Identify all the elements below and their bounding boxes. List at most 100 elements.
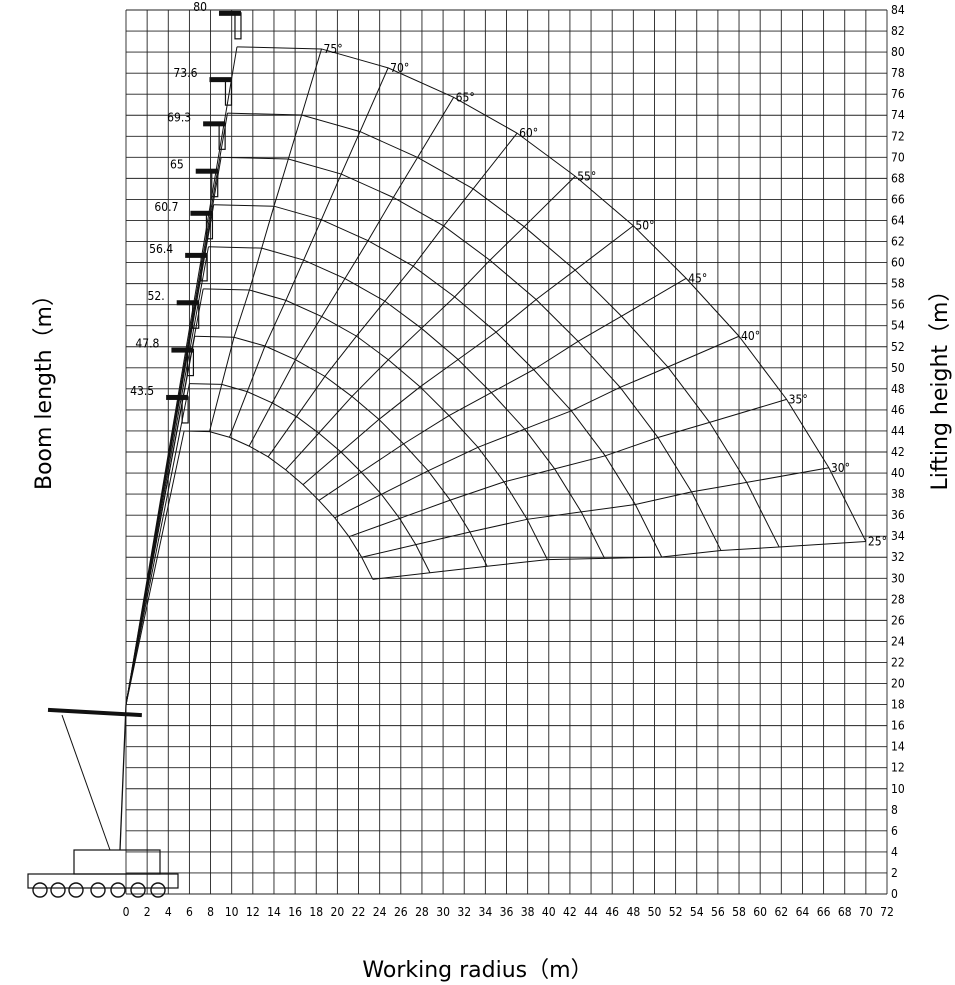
y-tick-label: 72	[891, 129, 905, 143]
boom-length-label: 56.4	[149, 242, 173, 256]
jib-radial-line	[209, 48, 323, 432]
jib-angle-label: 45°	[688, 271, 707, 285]
y-tick-label: 76	[891, 87, 905, 101]
y-tick-label: 12	[891, 761, 905, 775]
y-tick-label: 22	[891, 655, 905, 669]
x-tick-label: 6	[186, 905, 193, 919]
jib-radial-line	[372, 540, 866, 580]
jib-angle-label: 30°	[831, 461, 850, 475]
height-curve	[194, 335, 488, 567]
x-tick-label: 42	[563, 905, 577, 919]
boom-length-label: 65	[170, 158, 184, 172]
crane-superstructure	[73, 849, 161, 875]
crane-wheel-icon	[50, 882, 66, 898]
height-curve	[208, 246, 605, 559]
x-tick-label: 66	[817, 905, 831, 919]
x-tick-label: 52	[669, 905, 683, 919]
y-tick-label: 68	[891, 171, 905, 185]
boom-head-icon	[190, 210, 213, 216]
x-tick-label: 60	[753, 905, 767, 919]
x-tick-label: 12	[246, 905, 260, 919]
y-tick-label: 62	[891, 235, 905, 249]
x-tick-label: 58	[732, 905, 746, 919]
y-tick-label: 52	[891, 340, 905, 354]
boom-length-label: 60.7	[154, 200, 178, 214]
x-tick-label: 24	[373, 905, 387, 919]
x-tick-label: 64	[796, 905, 810, 919]
boom-line	[125, 46, 238, 705]
y-tick-label: 82	[891, 24, 905, 38]
y-tick-label: 20	[891, 677, 905, 691]
jib-angle-label: 70°	[390, 61, 409, 75]
boom-head-icon	[176, 300, 199, 306]
y-tick-label: 48	[891, 382, 905, 396]
boom-length-label: 47.8	[135, 337, 159, 351]
y-tick-label: 38	[891, 487, 905, 501]
boom-line	[125, 430, 185, 705]
height-curve	[236, 46, 867, 542]
jib-angle-label: 55°	[577, 169, 596, 183]
hook-block-icon	[181, 396, 189, 424]
height-curve	[184, 430, 374, 580]
crane-mast-line	[119, 704, 127, 851]
y-tick-label: 58	[891, 277, 905, 291]
x-tick-label: 72	[880, 905, 894, 919]
x-tick-label: 0	[123, 905, 130, 919]
x-tick-label: 32	[457, 905, 471, 919]
height-curve	[227, 112, 780, 548]
x-tick-label: 34	[478, 905, 492, 919]
y-tick-label: 28	[891, 592, 905, 606]
y-tick-label: 74	[891, 108, 905, 122]
y-tick-label: 66	[891, 192, 905, 206]
y-tick-label: 70	[891, 150, 905, 164]
boom-length-label: 80	[193, 0, 207, 14]
x-tick-label: 44	[584, 905, 598, 919]
y-tick-label: 18	[891, 698, 905, 712]
jib-radial-line	[348, 398, 787, 538]
trajectory-curves	[184, 46, 867, 580]
hook-block-icon	[234, 12, 242, 40]
y-tick-label: 64	[891, 213, 905, 227]
y-tick-label: 44	[891, 424, 905, 438]
y-tick-label: 8	[891, 803, 898, 817]
x-tick-label: 14	[267, 905, 281, 919]
y-tick-label: 30	[891, 571, 905, 585]
y-tick-label: 24	[891, 634, 905, 648]
jib-angle-label: 65°	[456, 90, 475, 104]
grid-lines	[125, 9, 888, 895]
jib-angle-label: 40°	[741, 329, 760, 343]
x-tick-label: 16	[288, 905, 302, 919]
boom-length-label: 43.5	[130, 384, 154, 398]
crane-wheel-icon	[130, 882, 146, 898]
y-tick-label: 4	[891, 845, 898, 859]
jib-angle-label: 60°	[519, 126, 538, 140]
x-tick-label: 26	[394, 905, 408, 919]
boom-head-icon	[203, 121, 226, 127]
boom-head-icon	[166, 394, 189, 400]
x-tick-label: 48	[626, 905, 640, 919]
boom-head-icon	[185, 252, 208, 258]
x-tick-label: 62	[774, 905, 788, 919]
hook-block-icon	[224, 78, 233, 106]
y-tick-label: 14	[891, 740, 905, 754]
x-tick-label: 8	[207, 905, 214, 919]
x-tick-label: 50	[648, 905, 662, 919]
jib-radial-line	[302, 225, 634, 486]
jib-radial-line	[334, 335, 740, 519]
y-tick-label: 10	[891, 782, 905, 796]
crane-wheel-icon	[150, 882, 166, 898]
boom-lines	[125, 10, 242, 705]
x-tick-label: 46	[605, 905, 619, 919]
tick-labels: 0 2 4 6 8 10 12 14 16 18 20 22 24 26 28 30 32 34 36 38 40 42 4…	[123, 3, 905, 919]
y-tick-label: 32	[891, 550, 905, 564]
boom-length-label: 52.	[148, 289, 165, 303]
crane-vehicle-drawing	[27, 704, 179, 898]
crane-wheel-icon	[32, 882, 48, 898]
y-tick-label: 26	[891, 613, 905, 627]
y-tick-label: 6	[891, 824, 898, 838]
boom-head-icon	[209, 77, 232, 83]
y-tick-label: 50	[891, 361, 905, 375]
crane-wheel-icon	[90, 882, 106, 898]
crane-stay-line	[61, 714, 111, 851]
